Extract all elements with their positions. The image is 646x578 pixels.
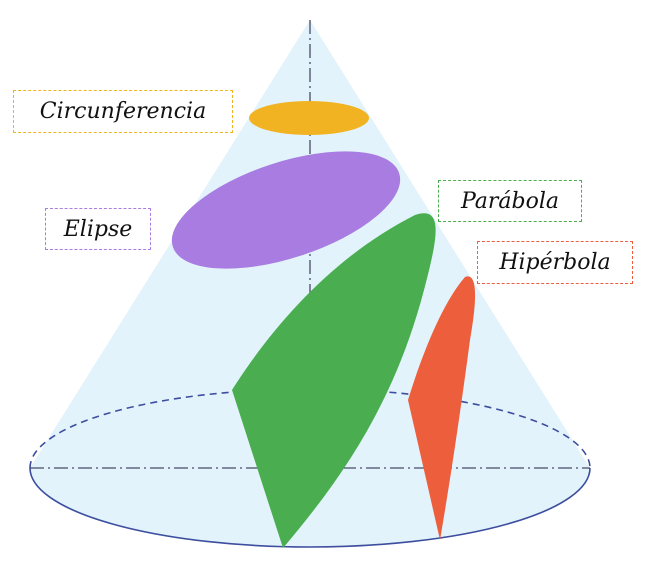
- circunferencia-label: Circunferencia: [13, 90, 233, 133]
- parabola-label: Parábola: [438, 180, 582, 222]
- hyperbola-section: [408, 276, 476, 540]
- elipse-label: Elipse: [45, 208, 151, 250]
- ellipse-section: [171, 151, 401, 269]
- elipse-label-text: Elipse: [63, 216, 133, 242]
- hiperbola-label-text: Hipérbola: [499, 250, 611, 275]
- cone-base-front-edge: [29, 467, 591, 548]
- hiperbola-label: Hipérbola: [477, 241, 633, 284]
- circunferencia-label-text: Circunferencia: [39, 99, 207, 124]
- parabola-section: [232, 213, 436, 548]
- circle-section: [249, 101, 369, 135]
- parabola-label-text: Parábola: [460, 188, 560, 214]
